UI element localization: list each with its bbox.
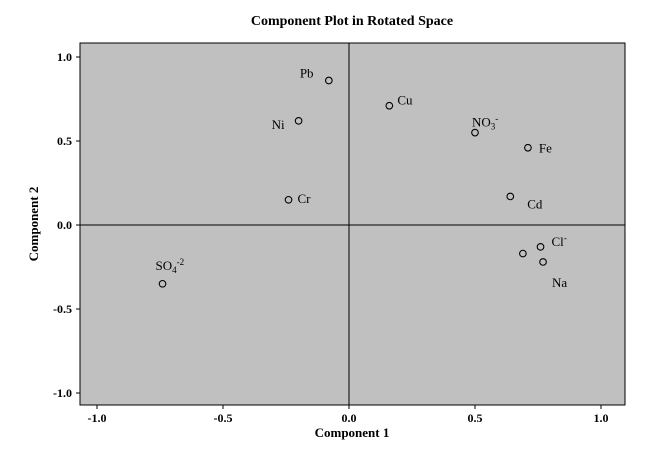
data-point-marker	[385, 101, 394, 110]
data-point-label: Cd	[527, 196, 543, 211]
y-tick-label: 0.5	[57, 134, 72, 148]
data-point-marker	[158, 279, 167, 288]
x-axis-label: Component 1	[315, 425, 390, 440]
data-point-label: Cl-	[552, 233, 567, 249]
plot-area	[79, 42, 626, 406]
data-point-marker	[284, 195, 293, 204]
y-tick-label: -0.5	[53, 302, 72, 316]
data-point-marker	[324, 76, 333, 85]
x-tick-label: 0.0	[342, 411, 357, 425]
axis-ticks: -1.0 -0.5 0.0 0.5 1.0 -1.0 -0.5 0.0 0.5 1.0	[53, 50, 609, 425]
data-point-marker	[536, 242, 545, 251]
data-point-label: Na	[552, 275, 567, 290]
data-point-label: NO3-	[472, 114, 498, 132]
reference-lines	[80, 43, 625, 405]
data-point-label: Pb	[300, 66, 314, 81]
chart-title: Component Plot in Rotated Space	[251, 14, 453, 29]
data-point-label: Fe	[539, 141, 552, 156]
y-tick-label: -1.0	[53, 386, 72, 400]
data-point-marker	[524, 143, 532, 152]
data-point-marker	[519, 249, 527, 258]
data-point-marker	[506, 192, 515, 201]
x-tick-label: -0.5	[214, 411, 233, 425]
data-point-label: Ni	[272, 117, 285, 132]
y-tick-label: 0.0	[57, 218, 72, 232]
data-point-label: Cu	[397, 93, 413, 108]
y-tick-label: 1.0	[57, 50, 72, 64]
x-tick-label: 0.5	[468, 411, 483, 425]
data-point-marker	[471, 128, 479, 137]
y-axis-label: Component 2	[26, 187, 41, 262]
x-tick-label: -1.0	[88, 411, 107, 425]
data-point-label: Cr	[298, 191, 312, 206]
data-point-marker	[294, 116, 303, 125]
x-tick-label: 1.0	[594, 411, 609, 425]
data-points: Pb Cu Ni NO3- Fe Cr Cd Cl- Na SO4-2	[156, 66, 568, 290]
data-point-marker	[539, 258, 547, 266]
data-point-label: SO4-2	[156, 257, 185, 275]
